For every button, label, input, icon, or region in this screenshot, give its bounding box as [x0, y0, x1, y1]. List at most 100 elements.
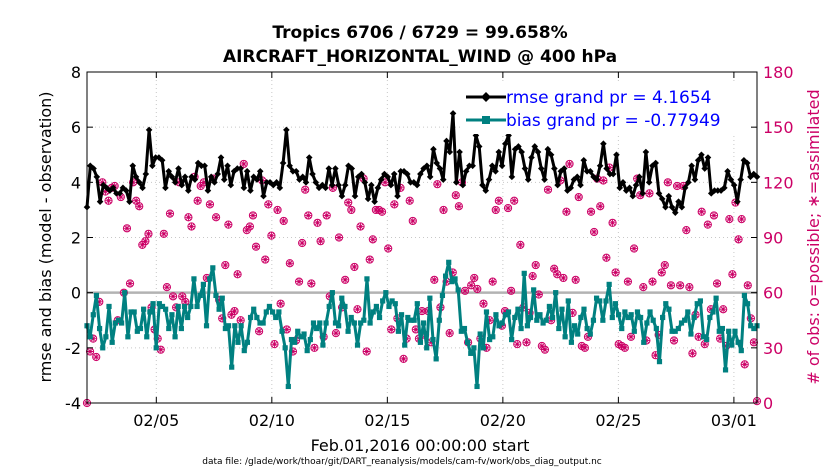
- bias-data-point: [663, 301, 669, 307]
- bias-data-point: [354, 342, 361, 348]
- obs-possible-marker: [205, 200, 215, 209]
- obs-assimilated-marker: [701, 340, 708, 348]
- obs-assimilated-marker: [535, 291, 542, 298]
- obs-assimilated-marker: [474, 285, 481, 293]
- obs-assimilated-marker: [142, 237, 149, 245]
- obs-possible-marker: [510, 196, 519, 205]
- bias-data-point: [279, 328, 285, 334]
- bias-data-point: [722, 367, 729, 373]
- obs-possible-marker: [165, 209, 175, 218]
- obs-assimilated-marker: [467, 282, 475, 289]
- series-lines: [83, 110, 761, 390]
- obs-possible-marker: [685, 283, 694, 292]
- obs-possible-marker: [433, 180, 442, 189]
- obs-assimilated-marker: [729, 271, 736, 278]
- obs-possible-marker: [596, 202, 605, 211]
- bias-data-point: [732, 328, 738, 334]
- obs-possible-marker: [316, 237, 325, 246]
- bias-data-point: [273, 314, 279, 321]
- bias-data-point: [141, 306, 147, 312]
- bias-data-point: [571, 323, 578, 329]
- obs-assimilated-marker: [166, 210, 174, 217]
- obs-possible-marker: [313, 218, 322, 227]
- obs-assimilated-marker: [455, 203, 463, 210]
- rmse-data-point: [260, 192, 267, 200]
- obs-assimilated-marker: [246, 223, 254, 230]
- x-tick-label: 03/01: [711, 411, 757, 430]
- obs-possible-marker: [384, 244, 393, 253]
- bias-data-point: [449, 279, 455, 285]
- obs-possible-marker: [666, 281, 676, 290]
- obs-assimilated-marker: [157, 346, 164, 353]
- bias-data-point: [269, 309, 276, 315]
- bias-data-point: [710, 309, 716, 315]
- rmse-data-point: [642, 148, 650, 156]
- bias-data-point: [408, 317, 414, 323]
- rmse-data-point: [253, 176, 261, 183]
- rmse-data-point: [335, 181, 342, 189]
- bias-data-point: [194, 303, 200, 310]
- bias-data-point: [615, 312, 622, 318]
- obs-assimilated-marker: [471, 274, 478, 282]
- obs-assimilated-marker: [517, 241, 524, 249]
- obs-possible-marker: [703, 220, 712, 229]
- obs-assimilated-marker: [286, 260, 294, 267]
- bias-data-point: [647, 309, 653, 315]
- bias-data-point: [304, 347, 310, 354]
- bias-data-point: [751, 325, 757, 332]
- rmse-data-point: [354, 173, 362, 181]
- axis-ticks: 02/05 02/10 02/15 02/20 02/25 03/01 -4 -2 0 2 4 6 8 0…: [65, 63, 794, 430]
- rmse-data-point: [413, 181, 421, 189]
- rmse-data-point: [237, 165, 244, 172]
- obs-possible-marker: [168, 292, 178, 301]
- rmse-data-point: [420, 165, 427, 172]
- bias-data-point: [235, 339, 241, 345]
- rmse-data-point: [283, 126, 290, 134]
- bias-data-point: [439, 292, 446, 299]
- bias-data-point: [232, 323, 238, 329]
- obs-assimilated-marker: [388, 326, 395, 333]
- rmse-data-point: [230, 168, 238, 175]
- bias-data-point: [216, 306, 222, 312]
- legend-box: [462, 82, 751, 134]
- obs-possible-marker: [445, 329, 454, 338]
- bias-data-point: [612, 301, 619, 307]
- obs-possible-marker: [503, 203, 513, 213]
- rmse-data-point: [554, 181, 561, 189]
- bias-data-point: [678, 320, 685, 326]
- rmse-data-point: [498, 162, 506, 170]
- rmse-data-point: [142, 170, 150, 178]
- obs-assimilated-marker: [523, 339, 530, 346]
- obs-assimilated-marker: [400, 355, 407, 363]
- rmse-data-point: [580, 156, 588, 164]
- bias-data-point: [477, 331, 483, 337]
- obs-possible-marker: [122, 224, 132, 233]
- rmse-data-point: [286, 162, 293, 170]
- obs-possible-marker: [719, 305, 728, 314]
- bias-data-point: [358, 320, 364, 326]
- bias-data-point: [644, 320, 650, 326]
- bias-data-point: [634, 309, 641, 315]
- obs-possible-marker: [488, 277, 497, 286]
- obs-assimilated-marker: [302, 186, 309, 193]
- obs-assimilated-marker: [637, 192, 644, 199]
- rmse-data-point: [312, 179, 320, 186]
- rmse-data-point: [596, 162, 604, 170]
- obs-assimilated-marker: [99, 179, 106, 186]
- bias-data-point: [417, 339, 424, 345]
- rmse-data-point: [292, 168, 300, 175]
- obs-possible-marker: [565, 159, 574, 169]
- obs-assimilated-marker: [716, 335, 724, 342]
- rmse-data-point: [619, 179, 627, 186]
- bias-data-point: [622, 309, 628, 315]
- bias-data-point: [609, 314, 615, 321]
- obs-assimilated-marker: [501, 307, 509, 315]
- obs-possible-marker: [590, 227, 599, 237]
- bias-data-point: [682, 317, 688, 323]
- rmse-data-point: [351, 192, 359, 200]
- obs-possible-marker: [350, 262, 359, 272]
- bias-data-point: [581, 306, 587, 312]
- rmse-data-point: [671, 209, 679, 216]
- obs-assimilated-marker: [329, 184, 337, 192]
- bias-data-point: [590, 317, 597, 323]
